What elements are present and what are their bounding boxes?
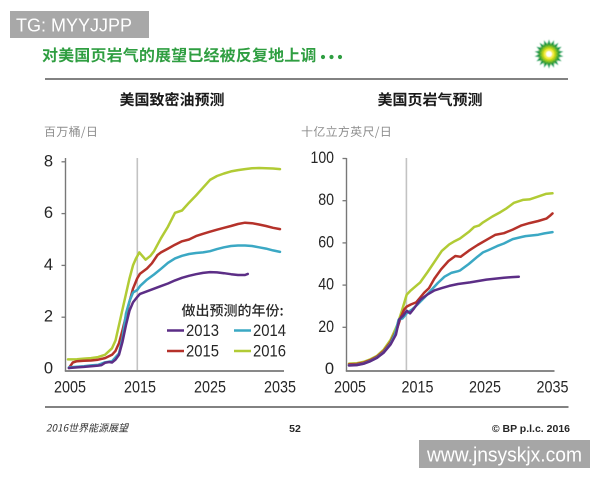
svg-text:2005: 2005 [334,379,366,397]
svg-text:TG: MYYJJPP: TG: MYYJJPP [16,16,132,36]
svg-text:4: 4 [44,256,53,274]
svg-text:2015: 2015 [124,379,156,397]
svg-text:2025: 2025 [194,379,226,397]
svg-text:2035: 2035 [537,379,569,397]
svg-text:40: 40 [318,276,334,294]
svg-text:52: 52 [289,423,301,435]
svg-text:80: 80 [318,191,334,209]
svg-text:6: 6 [44,204,53,222]
svg-text:2015: 2015 [402,379,434,397]
svg-text:2013: 2013 [186,322,219,340]
svg-text:8: 8 [44,152,53,170]
svg-text:2016: 2016 [253,342,286,360]
svg-text:www.jnsyskjx.com: www.jnsyskjx.com [426,445,582,467]
svg-text:100: 100 [311,149,335,167]
svg-text:2005: 2005 [54,379,86,397]
svg-text:2035: 2035 [264,379,296,397]
svg-text:2: 2 [44,308,53,326]
svg-text:0: 0 [44,360,53,378]
svg-text:60: 60 [318,233,334,251]
svg-text:20: 20 [318,318,334,336]
svg-text:2025: 2025 [469,379,501,397]
svg-text:2015: 2015 [186,342,219,360]
svg-text:2014: 2014 [253,322,286,340]
svg-text:0: 0 [325,360,334,378]
svg-text:© BP p.l.c. 2016: © BP p.l.c. 2016 [492,423,570,435]
